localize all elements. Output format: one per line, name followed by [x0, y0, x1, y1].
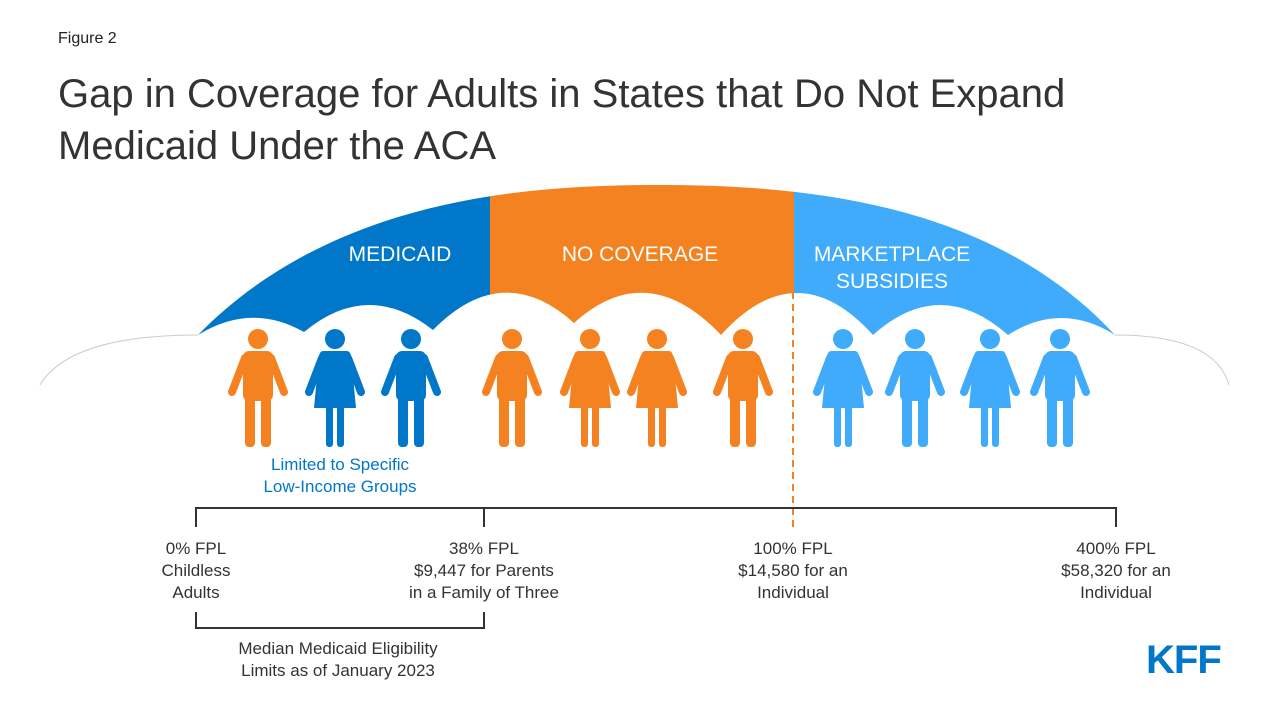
marker-line: Childless	[161, 561, 231, 580]
marker-line: $58,320 for an	[1061, 561, 1171, 580]
person-woman-icon	[305, 329, 365, 447]
bracket-note: Median Medicaid Eligibility Limits as of…	[238, 638, 437, 682]
left-ghost-arc	[39, 334, 199, 386]
marker-line: $9,447 for Parents	[414, 561, 554, 580]
marker-400-fpl: 400% FPL $58,320 for an Individual	[1061, 538, 1171, 604]
people-row	[228, 329, 1090, 447]
bracket-note-line2: Limits as of January 2023	[241, 661, 435, 680]
marker-0-fpl: 0% FPL Childless Adults	[162, 538, 231, 604]
medicaid-note-line1: Limited to Specific	[271, 455, 409, 474]
kff-logo: KFF	[1146, 638, 1222, 682]
figure-label: Figure 2	[58, 30, 117, 47]
marketplace-label-line1: MARKETPLACE	[814, 243, 970, 266]
medicaid-note-line2: Low-Income Groups	[263, 477, 417, 496]
person-man-icon	[228, 329, 288, 447]
medicaid-label: MEDICAID	[349, 243, 452, 266]
marker-line: Adults	[172, 583, 220, 602]
person-man-icon	[381, 329, 441, 447]
marker-line: Individual	[1080, 583, 1152, 602]
marketplace-label-line2: SUBSIDIES	[836, 270, 948, 293]
marker-line: 100% FPL	[753, 539, 833, 558]
no-coverage-label: NO COVERAGE	[562, 243, 718, 266]
right-ghost-arc	[1114, 334, 1230, 386]
marker-line: $14,580 for an	[738, 561, 848, 580]
bracket-note-line1: Median Medicaid Eligibility	[238, 639, 438, 658]
person-man-icon	[885, 329, 945, 447]
person-woman-icon	[960, 329, 1020, 447]
person-man-icon	[713, 329, 773, 447]
fpl-scale	[195, 507, 1117, 629]
person-woman-icon	[560, 329, 620, 447]
person-woman-icon	[813, 329, 873, 447]
marker-100-fpl: 100% FPL $14,580 for an Individual	[738, 538, 848, 604]
person-man-icon	[482, 329, 542, 447]
person-man-icon	[1030, 329, 1090, 447]
marker-38-fpl: 38% FPL $9,447 for Parents in a Family o…	[409, 538, 559, 604]
marker-line: 0% FPL	[165, 539, 227, 558]
median-bracket	[195, 612, 485, 629]
page-title: Gap in Coverage for Adults in States tha…	[58, 72, 1066, 168]
marker-line: 38% FPL	[449, 539, 519, 558]
marker-line: in a Family of Three	[409, 583, 559, 602]
marker-line: 400% FPL	[1076, 539, 1156, 558]
medicaid-note: Limited to Specific Low-Income Groups	[263, 454, 416, 498]
person-woman-icon	[627, 329, 687, 447]
marker-line: Individual	[757, 583, 829, 602]
